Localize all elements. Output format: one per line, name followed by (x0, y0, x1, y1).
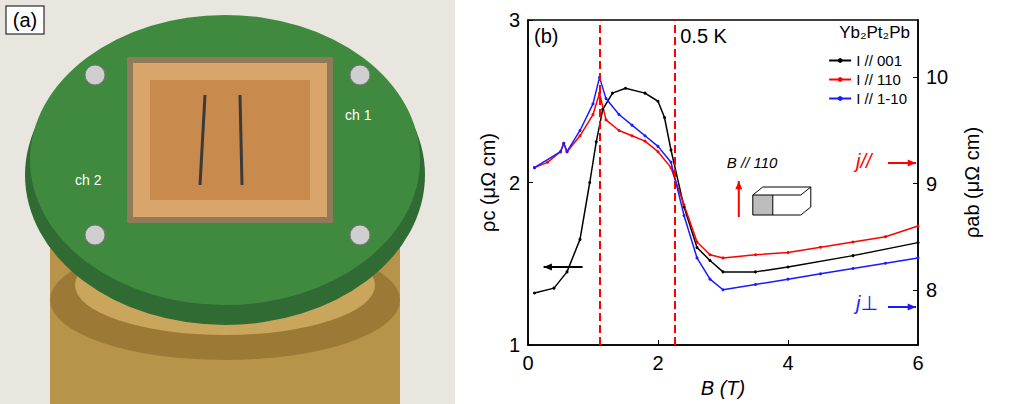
svg-text:3: 3 (509, 9, 520, 31)
svg-text:ch 1: ch 1 (345, 107, 372, 123)
svg-text:I // 001: I // 001 (856, 52, 902, 69)
svg-text:j⊥: j⊥ (853, 292, 878, 314)
svg-text:(b): (b) (534, 25, 558, 47)
svg-text:B // 110: B // 110 (727, 154, 778, 171)
svg-text:6: 6 (912, 352, 923, 374)
svg-text:ch 2: ch 2 (75, 172, 102, 188)
svg-text:Yb₂Pt₂Pb: Yb₂Pt₂Pb (839, 23, 910, 42)
svg-text:2: 2 (652, 352, 663, 374)
svg-text:9: 9 (926, 173, 937, 195)
svg-text:0.5 K: 0.5 K (680, 25, 727, 47)
svg-text:2: 2 (509, 172, 520, 194)
svg-text:I // 110: I // 110 (856, 71, 901, 88)
svg-text:1: 1 (509, 334, 520, 356)
svg-text:10: 10 (926, 66, 948, 88)
svg-text:B (T): B (T) (701, 377, 745, 399)
svg-text:(a): (a) (13, 9, 37, 31)
svg-text:4: 4 (782, 352, 793, 374)
svg-text:ρc (μΩ cm): ρc (μΩ cm) (477, 133, 499, 232)
svg-text:0: 0 (522, 352, 533, 374)
svg-text:I // 1-10: I // 1-10 (856, 90, 907, 107)
svg-text:j//: j// (853, 150, 874, 172)
svg-text:8: 8 (926, 279, 937, 301)
svg-text:ρab (μΩ cm): ρab (μΩ cm) (961, 127, 983, 238)
